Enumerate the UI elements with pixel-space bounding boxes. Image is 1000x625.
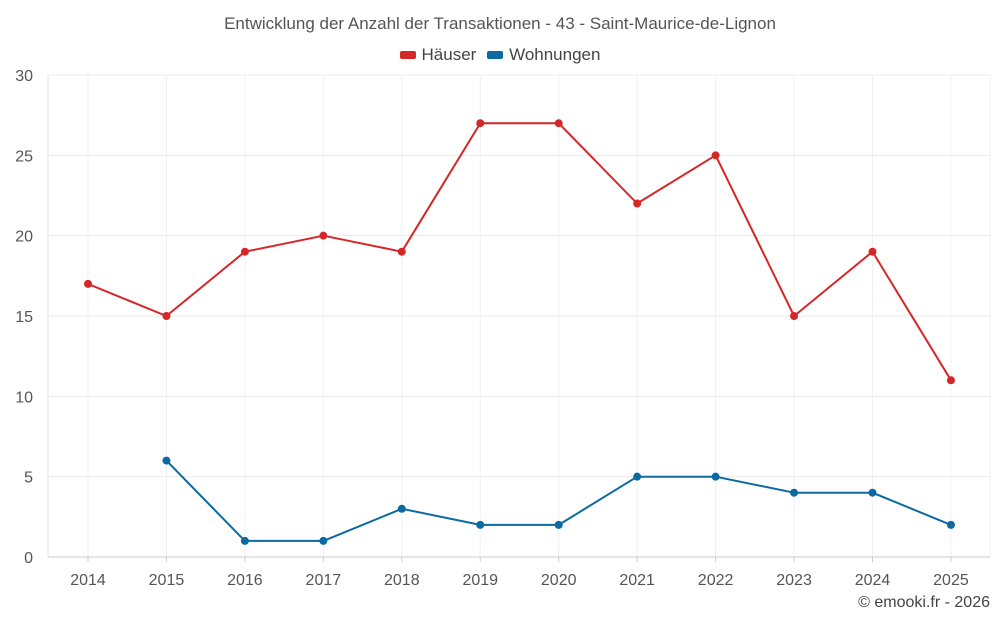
data-point-haeuser-2025 xyxy=(946,376,955,385)
x-tick-label-2025: 2025 xyxy=(933,572,969,589)
data-point-wohnungen-2015 xyxy=(162,456,171,465)
x-tick-label-2020: 2020 xyxy=(541,572,577,589)
y-tick-label-20: 20 xyxy=(15,229,33,246)
copyright-credit: © emooki.fr - 2026 xyxy=(858,594,990,611)
x-tick-label-2022: 2022 xyxy=(698,572,734,589)
legend-swatch-wohnungen xyxy=(487,51,504,59)
data-point-haeuser-2016 xyxy=(240,247,249,256)
legend-label-haeuser: Häuser xyxy=(421,45,477,64)
x-tick-label-2018: 2018 xyxy=(384,572,420,589)
data-point-wohnungen-2019 xyxy=(476,520,485,529)
series-line-haeuser xyxy=(87,122,952,381)
data-point-wohnungen-2021 xyxy=(633,472,642,481)
x-tick-label-2023: 2023 xyxy=(776,572,812,589)
data-point-haeuser-2018 xyxy=(397,247,406,256)
legend-swatch-haeuser xyxy=(399,51,416,59)
legend-item-haeuser[interactable]: Häuser xyxy=(399,45,477,65)
legend: Häuser Wohnungen xyxy=(0,44,1000,65)
x-tick-label-2014: 2014 xyxy=(70,572,106,589)
y-tick-label-10: 10 xyxy=(15,389,33,406)
y-tick-label-30: 30 xyxy=(15,68,33,85)
data-point-haeuser-2020 xyxy=(554,119,563,128)
data-point-wohnungen-2024 xyxy=(868,488,877,497)
x-tick-label-2019: 2019 xyxy=(462,572,498,589)
legend-label-wohnungen: Wohnungen xyxy=(509,45,601,64)
data-point-wohnungen-2025 xyxy=(946,520,955,529)
x-tick-label-2016: 2016 xyxy=(227,572,263,589)
y-tick-label-15: 15 xyxy=(15,309,33,326)
data-point-haeuser-2023 xyxy=(790,312,799,320)
data-point-wohnungen-2018 xyxy=(397,504,406,513)
data-point-wohnungen-2023 xyxy=(790,488,799,497)
data-point-haeuser-2024 xyxy=(868,247,877,256)
chart-title: Entwicklung der Anzahl der Transaktionen… xyxy=(224,14,776,33)
series-group xyxy=(84,119,955,545)
data-point-wohnungen-2022 xyxy=(711,472,720,481)
data-point-haeuser-2019 xyxy=(476,119,485,128)
x-tick-label-2015: 2015 xyxy=(149,572,185,589)
y-tick-label-5: 5 xyxy=(24,470,33,487)
y-tick-label-0: 0 xyxy=(24,550,33,567)
data-point-haeuser-2014 xyxy=(84,279,92,288)
x-tick-label-2024: 2024 xyxy=(855,572,891,589)
data-point-haeuser-2022 xyxy=(711,151,720,160)
data-point-haeuser-2015 xyxy=(162,312,171,320)
x-tick-label-2021: 2021 xyxy=(619,572,655,589)
data-point-haeuser-2017 xyxy=(319,231,328,240)
data-point-wohnungen-2020 xyxy=(554,520,563,529)
x-tick-label-2017: 2017 xyxy=(306,572,342,589)
data-point-wohnungen-2016 xyxy=(240,536,249,545)
data-point-haeuser-2021 xyxy=(633,199,642,208)
legend-item-wohnungen[interactable]: Wohnungen xyxy=(487,45,600,65)
y-tick-label-25: 25 xyxy=(15,148,33,165)
data-point-wohnungen-2017 xyxy=(319,536,328,545)
